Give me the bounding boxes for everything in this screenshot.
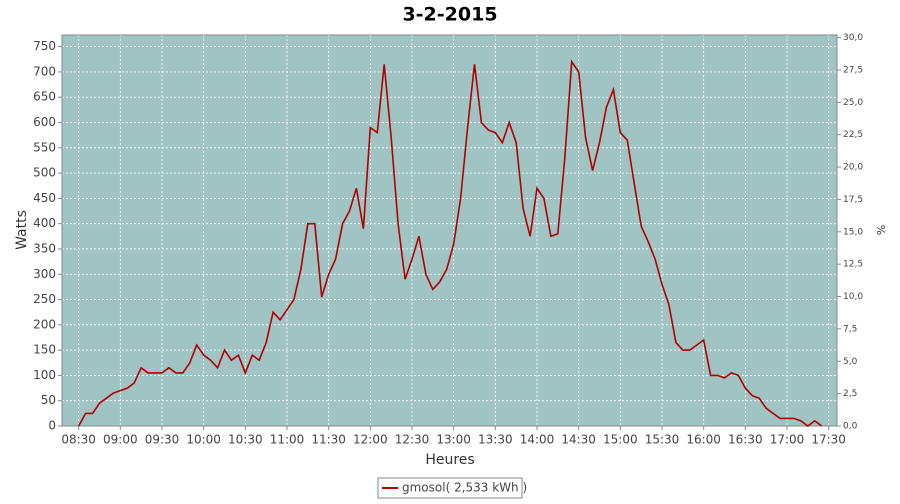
y2-tick-label: 25,0 bbox=[843, 98, 863, 108]
legend-box bbox=[377, 477, 523, 499]
x-tick-label: 14:30 bbox=[561, 433, 596, 447]
x-tick-label: 17:00 bbox=[770, 433, 805, 447]
x-tick-label: 10:00 bbox=[186, 433, 221, 447]
x-tick-label: 12:00 bbox=[353, 433, 388, 447]
plot-border bbox=[61, 34, 838, 427]
x-tick-label: 13:30 bbox=[478, 433, 513, 447]
x-tick-label: 17:30 bbox=[811, 433, 846, 447]
y-tick-label: 250 bbox=[33, 292, 56, 306]
y2-tick-label: 27,5 bbox=[843, 65, 863, 75]
y2-tick-label: 15,0 bbox=[843, 227, 863, 237]
y-tick-label: 150 bbox=[33, 343, 56, 357]
x-tick-label: 16:30 bbox=[728, 433, 763, 447]
x-tick-label: 08:30 bbox=[61, 433, 96, 447]
x-tick-label: 15:00 bbox=[603, 433, 638, 447]
x-tick-label: 12:30 bbox=[395, 433, 430, 447]
y-tick-label: 550 bbox=[33, 140, 56, 154]
y-tick-label: 700 bbox=[33, 64, 56, 78]
x-tick-label: 14:00 bbox=[520, 433, 555, 447]
x-tick-label: 11:00 bbox=[270, 433, 305, 447]
y2-tick-label: 30,0 bbox=[843, 33, 863, 43]
y-tick-label: 100 bbox=[33, 368, 56, 382]
x-tick-label: 15:30 bbox=[645, 433, 680, 447]
y-tick-label: 400 bbox=[33, 216, 56, 230]
y-tick-label: 750 bbox=[33, 39, 56, 53]
y-tick-label: 0 bbox=[48, 419, 56, 433]
y2-axis-label: % bbox=[874, 225, 887, 235]
y2-tick-label: 7,5 bbox=[843, 324, 857, 334]
y2-tick-label: 0,0 bbox=[843, 422, 858, 432]
y-tick-label: 450 bbox=[33, 191, 56, 205]
y2-tick-label: 5,0 bbox=[843, 357, 858, 367]
y-tick-label: 650 bbox=[33, 90, 56, 104]
y-tick-label: 600 bbox=[33, 115, 56, 129]
x-tick-label: 10:30 bbox=[228, 433, 263, 447]
x-tick-label: 11:30 bbox=[311, 433, 346, 447]
legend-label: gmosol( 2,533 kWh ) bbox=[402, 481, 527, 495]
data-line bbox=[77, 59, 823, 427]
y-tick-label: 200 bbox=[33, 317, 56, 331]
y-tick-label: 350 bbox=[33, 241, 56, 255]
y-axis-label: Watts bbox=[14, 210, 30, 250]
x-tick-label: 09:00 bbox=[103, 433, 138, 447]
x-tick-label: 16:00 bbox=[686, 433, 721, 447]
y-tick-label: 300 bbox=[33, 267, 56, 281]
y-tick-label: 50 bbox=[41, 393, 56, 407]
y2-tick-label: 2,5 bbox=[843, 389, 857, 399]
x-tick-label: 13:00 bbox=[436, 433, 471, 447]
plot-area bbox=[62, 35, 837, 426]
y2-tick-label: 10,0 bbox=[843, 292, 863, 302]
y2-tick-label: 12,5 bbox=[843, 260, 863, 270]
y2-tick-label: 17,5 bbox=[843, 195, 863, 205]
y2-tick-label: 22,5 bbox=[843, 130, 863, 140]
x-axis-label: Heures bbox=[425, 452, 474, 468]
y2-tick-label: 20,0 bbox=[843, 163, 863, 173]
y-tick-label: 500 bbox=[33, 166, 56, 180]
x-tick-label: 09:30 bbox=[145, 433, 180, 447]
chart-title: 3-2-2015 bbox=[402, 4, 497, 26]
